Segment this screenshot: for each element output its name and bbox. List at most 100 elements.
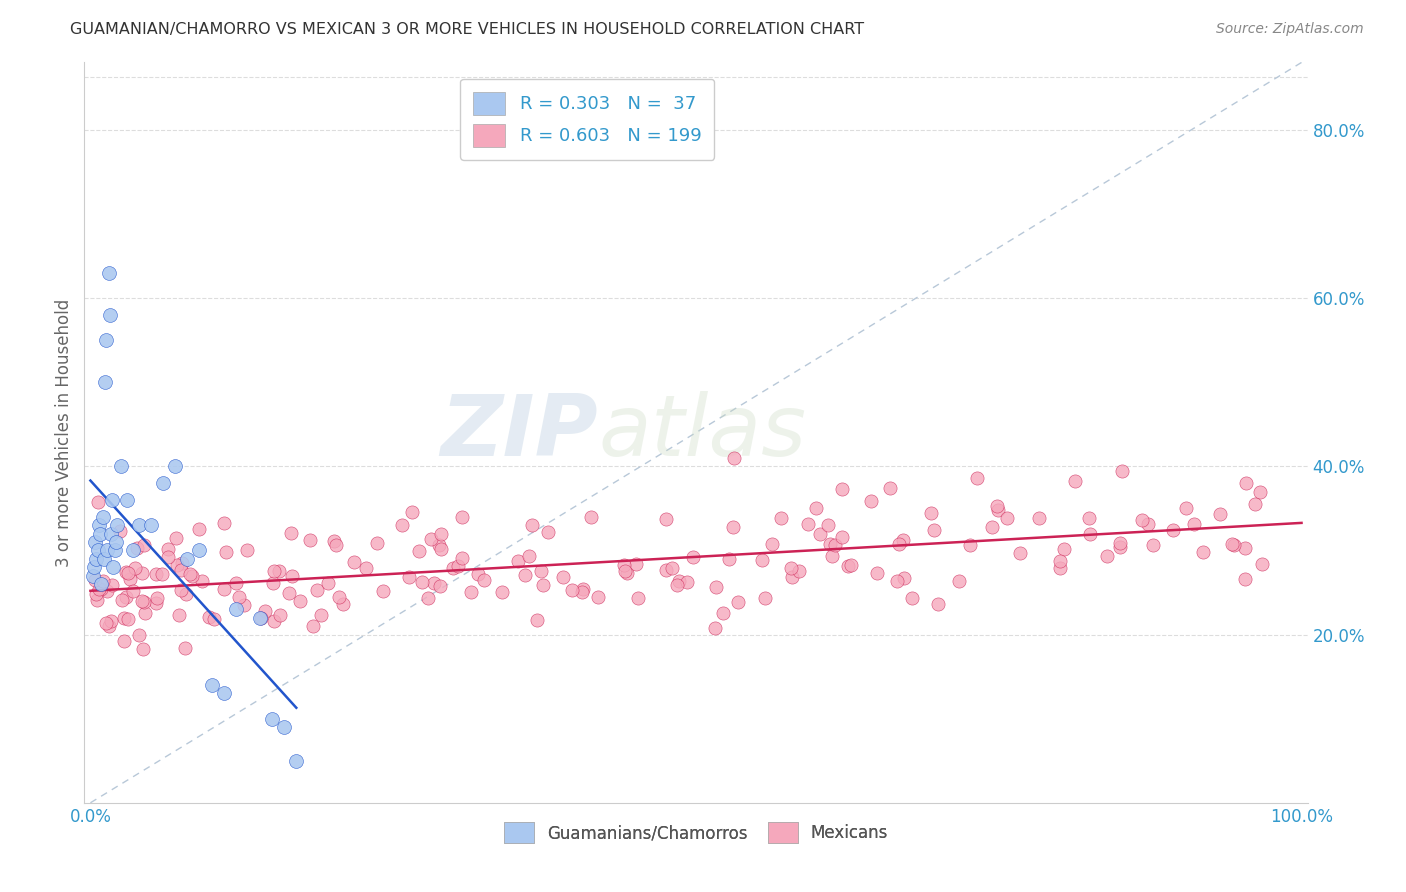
Point — [134, 607, 156, 621]
Point — [665, 578, 688, 592]
Text: ZIP: ZIP — [440, 391, 598, 475]
Point — [176, 551, 198, 566]
Point — [145, 591, 167, 606]
Point — [1053, 541, 1076, 556]
Point — [1161, 523, 1184, 537]
Point — [90, 577, 112, 591]
Point — [84, 535, 107, 549]
Point — [225, 602, 247, 616]
Point — [115, 492, 138, 507]
Point — [170, 563, 193, 577]
Point — [152, 476, 174, 491]
Point — [1137, 516, 1160, 531]
Point — [391, 518, 413, 533]
Point — [1108, 540, 1130, 554]
Point — [614, 565, 637, 579]
Point — [427, 538, 450, 552]
Point — [769, 511, 792, 525]
Point — [180, 569, 202, 583]
Point — [83, 560, 105, 574]
Point — [718, 552, 741, 566]
Point — [197, 610, 219, 624]
Point — [901, 591, 924, 605]
Point — [467, 566, 489, 581]
Point — [165, 459, 187, 474]
Point — [1064, 475, 1087, 489]
Point — [782, 570, 804, 584]
Point — [83, 573, 105, 587]
Point — [290, 594, 312, 608]
Point — [145, 596, 167, 610]
Point — [128, 518, 150, 533]
Point — [165, 531, 187, 545]
Point — [571, 584, 593, 599]
Point — [837, 558, 859, 573]
Point — [1008, 546, 1031, 560]
Point — [100, 614, 122, 628]
Point — [115, 566, 138, 580]
Point — [263, 614, 285, 628]
Point — [416, 591, 439, 605]
Point — [131, 566, 153, 580]
Point — [450, 509, 472, 524]
Point — [157, 550, 180, 565]
Point — [655, 512, 678, 526]
Point — [117, 612, 139, 626]
Point — [131, 593, 153, 607]
Point — [411, 574, 433, 589]
Point — [249, 610, 271, 624]
Point — [298, 533, 321, 547]
Point — [132, 642, 155, 657]
Point — [117, 566, 139, 581]
Point — [316, 576, 339, 591]
Point — [866, 566, 889, 580]
Point — [1233, 573, 1256, 587]
Point — [1175, 500, 1198, 515]
Point — [174, 640, 197, 655]
Point — [789, 564, 811, 578]
Point — [676, 574, 699, 589]
Point — [86, 593, 108, 607]
Point — [305, 583, 328, 598]
Point — [1130, 513, 1153, 527]
Legend: Guamanians/Chamorros, Mexicans: Guamanians/Chamorros, Mexicans — [498, 815, 894, 850]
Point — [721, 520, 744, 534]
Point — [111, 593, 134, 607]
Point — [1077, 511, 1099, 525]
Point — [491, 585, 513, 599]
Point — [97, 619, 120, 633]
Point — [451, 551, 474, 566]
Point — [796, 516, 818, 531]
Point — [174, 587, 197, 601]
Point — [831, 482, 853, 496]
Point — [893, 572, 915, 586]
Point — [86, 587, 108, 601]
Point — [187, 522, 209, 536]
Point — [302, 619, 325, 633]
Point — [228, 591, 250, 605]
Point — [134, 537, 156, 551]
Point — [430, 527, 453, 541]
Point — [408, 544, 430, 558]
Point — [980, 520, 1002, 534]
Point — [254, 604, 277, 618]
Point — [235, 543, 257, 558]
Point — [86, 543, 108, 558]
Point — [761, 536, 783, 550]
Point — [170, 556, 193, 570]
Point — [780, 561, 803, 575]
Point — [332, 597, 354, 611]
Point — [93, 551, 115, 566]
Point — [112, 611, 135, 625]
Point — [821, 549, 844, 563]
Point — [986, 499, 1008, 513]
Point — [831, 530, 853, 544]
Point — [101, 492, 124, 507]
Point — [1243, 497, 1265, 511]
Point — [889, 537, 911, 551]
Point — [806, 501, 828, 516]
Point — [1097, 549, 1119, 564]
Point — [627, 591, 650, 606]
Point — [1251, 557, 1274, 571]
Point — [273, 720, 295, 734]
